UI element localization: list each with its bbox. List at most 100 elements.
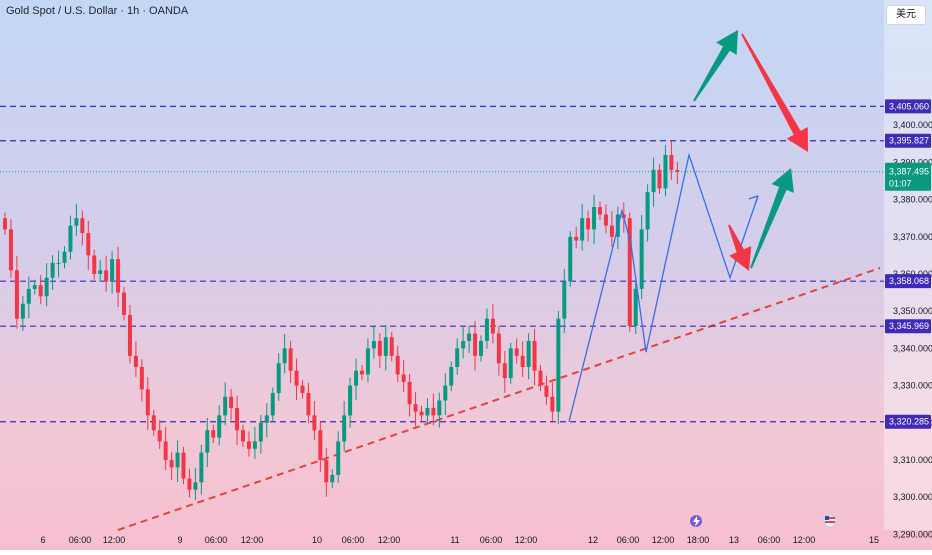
rising-trend-line (117, 267, 881, 531)
candle-body (586, 218, 591, 230)
x-tick-label: 06:00 (69, 535, 92, 545)
candle-body (657, 169, 662, 189)
candle-body (318, 430, 323, 460)
x-tick-label: 06:00 (205, 535, 228, 545)
candle-body (496, 333, 501, 364)
candle-body (389, 337, 394, 356)
candle-body (241, 430, 245, 442)
candle-body (116, 259, 121, 293)
candle-body (205, 430, 210, 453)
candle-body (187, 478, 192, 490)
x-tick-label: 12:00 (378, 535, 401, 545)
candle-body (598, 207, 602, 215)
candle-body (223, 396, 228, 416)
candle-body (294, 370, 299, 386)
candle-body (270, 393, 275, 416)
candle-body (163, 441, 168, 460)
x-tick-label: 11 (450, 535, 459, 545)
candle-body (592, 207, 597, 230)
candle-body (258, 422, 263, 442)
down-arrow-right (741, 33, 808, 152)
level-labels: 3,405.060 3,395.827 3,358.068 3,345.969 3,32… (885, 99, 931, 429)
y-tick-label: 3,390.000 (893, 157, 932, 167)
last-price-label: 3,387.495 (889, 167, 929, 177)
candle-body (556, 318, 561, 412)
candle-body (467, 333, 472, 341)
candle-body (169, 460, 174, 468)
candle-body (639, 229, 644, 289)
up-arrow-lower (750, 168, 794, 269)
y-tick-label: 3,350.000 (893, 306, 932, 316)
y-tick-label: 3,400.000 (893, 120, 932, 130)
candle-body (479, 340, 483, 356)
candle-body (336, 441, 341, 475)
horizontal-levels (0, 105, 884, 423)
candle-body (663, 154, 668, 189)
candle-body (104, 270, 109, 282)
candle-body (651, 169, 656, 193)
arrows-layer (693, 30, 808, 271)
x-tick-label: 12:00 (793, 535, 816, 545)
candle-body (50, 262, 55, 278)
candle-body (365, 348, 370, 375)
projection-arrowhead (748, 195, 759, 206)
x-tick-label: 12:00 (103, 535, 126, 545)
candle-body (407, 381, 412, 405)
us-flag-stripe-icon (825, 517, 835, 519)
candle-body (580, 218, 585, 241)
candle-body (282, 348, 287, 364)
candle-body (217, 415, 222, 438)
candle-body (157, 430, 162, 442)
projection-path (568, 152, 759, 422)
x-tick-label: 12:00 (241, 535, 264, 545)
candle-body (175, 452, 180, 468)
candle-body (574, 236, 579, 241)
candle-body (419, 411, 424, 416)
candle-body (603, 214, 608, 226)
candle-body (211, 430, 216, 438)
candle-body (348, 385, 353, 416)
trend-line-layer (117, 267, 881, 531)
candle-body (532, 340, 537, 371)
candle-body (181, 452, 186, 479)
candle-body (20, 303, 25, 319)
candle-body (401, 374, 406, 382)
candle-body (56, 262, 61, 264)
candle-body (110, 259, 115, 282)
x-tick-label: 12 (588, 535, 598, 545)
candle-body (246, 441, 251, 449)
candle-body (473, 333, 478, 356)
currency-button[interactable]: 美元 (886, 5, 926, 25)
y-tick-label: 3,310.000 (893, 455, 932, 465)
candle-body (229, 396, 234, 408)
candle-body (62, 251, 67, 263)
up-arrow-top (693, 30, 738, 102)
candle-body (288, 348, 293, 371)
time-axis: 6 06:00 12:00 9 06:00 12:00 10 06:00 12:00 11 06:0… (40, 514, 879, 545)
candle-body (235, 407, 240, 431)
candle-body (484, 318, 489, 341)
candle-body (371, 340, 376, 349)
candle-body (383, 337, 388, 356)
candle-body (562, 281, 567, 319)
countdown-label: 01:07 (889, 179, 912, 189)
candle-body (139, 367, 144, 390)
candle-body (645, 192, 650, 230)
x-tick-label: 9 (177, 535, 182, 545)
candle-body (502, 363, 507, 379)
x-tick-label: 06:00 (758, 535, 781, 545)
candle-body (74, 218, 79, 226)
candle-body (44, 277, 49, 297)
us-flag-stripe-icon (825, 521, 835, 523)
candle-body (514, 348, 519, 356)
x-tick-label: 13 (729, 535, 739, 545)
candle-body (455, 348, 460, 367)
candle-body (395, 355, 400, 375)
candles-layer (3, 140, 680, 500)
level-label: 3,345.969 (889, 321, 929, 331)
candle-body (86, 233, 91, 256)
candle-body (80, 218, 85, 234)
level-label-bg (885, 99, 931, 114)
